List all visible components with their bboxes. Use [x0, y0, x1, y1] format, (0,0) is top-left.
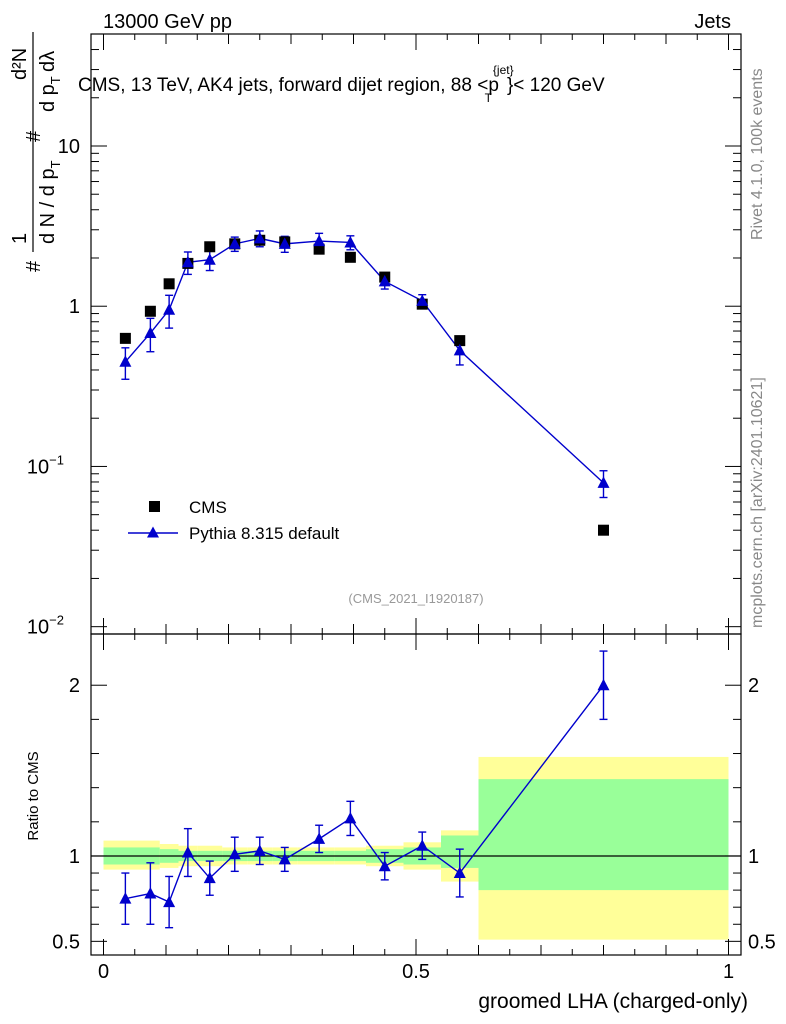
ratio-point: [181, 846, 194, 858]
ratio-bands-layer: [103, 756, 729, 940]
pythia-point: [163, 303, 176, 315]
y-tick-label: 10−1: [27, 452, 64, 478]
ratio-point: [378, 859, 391, 872]
cms-point: [119, 332, 131, 344]
header-left: 13000 GeV pp: [103, 11, 232, 33]
ratio-y-tick-label-right: 0.5: [748, 931, 776, 953]
pythia-point: [597, 476, 610, 488]
main-title: CMS, 13 TeV, AK4 jets, forward dijet reg…: [78, 63, 605, 105]
ratio-point: [119, 892, 132, 904]
ratio-point: [313, 832, 326, 844]
pythia-point: [344, 235, 357, 248]
pythia-point: [144, 326, 157, 339]
ratio-point: [228, 847, 241, 860]
legend-cms-marker: [149, 501, 160, 512]
main-data-layer: [119, 230, 610, 536]
ratio-point: [253, 844, 266, 856]
legend-pythia-marker: [147, 526, 159, 538]
header-right: Jets: [694, 11, 731, 33]
svg-text:dλ: dλ: [37, 51, 59, 72]
cms-point: [144, 305, 156, 317]
main-frame-box: [90, 33, 742, 635]
ratio-band-green: [478, 779, 729, 891]
rivet-label: Rivet 4.1.0, 100k events: [749, 68, 766, 240]
cms-point: [313, 243, 325, 255]
ratio-y-tick-label-right: 1: [748, 846, 759, 868]
cms-point: [204, 241, 216, 253]
pythia-point: [203, 253, 216, 265]
ratio-point: [597, 678, 610, 691]
x-axis-label: groomed LHA (charged-only): [478, 990, 748, 1013]
pythia-point: [119, 355, 132, 367]
main-axis-ticks: 10−2 10−1 1 10: [27, 33, 741, 639]
ratio-y-axis-label: Ratio to CMS: [25, 751, 42, 840]
svg-text:d pT: d pT: [37, 76, 63, 112]
cms-point: [344, 251, 356, 263]
svg-text:#: #: [23, 260, 45, 272]
cms-point: [163, 278, 175, 290]
pythia-line: [124, 237, 604, 484]
pythia-point: [253, 231, 266, 244]
svg-text:d N / d pT: d N / d pT: [37, 160, 63, 244]
legend: CMS Pythia 8.315 default: [128, 498, 340, 543]
x-tick-label: 1: [723, 961, 734, 983]
ratio-y-tick-label-left: 0.5: [52, 931, 80, 953]
ratio-point: [163, 895, 176, 908]
svg-text:d²N: d²N: [9, 48, 31, 80]
x-tick-label: 0.5: [402, 961, 430, 983]
ratio-point: [416, 839, 429, 851]
ratio-point: [203, 871, 216, 884]
cms-point: [598, 524, 609, 536]
ratio-y-tick-label-right: 2: [748, 675, 759, 697]
ratio-point: [278, 852, 291, 865]
ratio-data-layer: [119, 650, 610, 929]
legend-cms-label: CMS: [189, 498, 227, 517]
y-tick-label: 10: [58, 136, 80, 158]
ratio-y-tick-label-left: 2: [69, 675, 80, 697]
ratio-point: [144, 887, 157, 899]
pythia-point: [416, 294, 429, 306]
pythia-point: [181, 255, 194, 268]
pythia-point: [278, 237, 291, 249]
y-tick-label: 1: [69, 296, 80, 318]
svg-text:1: 1: [9, 233, 31, 244]
svg-text:#: #: [23, 130, 45, 142]
cms-point: [454, 335, 466, 347]
analysis-annotation: (CMS_2021_I1920187): [348, 591, 483, 606]
ratio-y-tick-label-left: 1: [69, 846, 80, 868]
pythia-point: [313, 234, 326, 247]
pythia-point: [228, 237, 241, 249]
legend-pythia-label: Pythia 8.315 default: [189, 524, 340, 543]
main-y-axis-label: # 1 d N / d pT # d pT d²N dλ: [9, 32, 63, 272]
pythia-point: [378, 274, 391, 287]
main-plot-frame: [90, 33, 742, 635]
mcplots-label: mcplots.cern.ch [arXiv:2401.10621]: [749, 377, 766, 628]
ratio-axis-ticks: 0.5 0.5 1 1 2 2 0 0.5 1: [52, 634, 776, 983]
ratio-pythia-line: [125, 684, 605, 904]
pythia-point: [453, 343, 466, 356]
ratio-point: [344, 811, 357, 824]
x-tick-label: 0: [98, 961, 109, 983]
ratio-point: [453, 866, 466, 879]
y-tick-label: 10−2: [27, 613, 64, 639]
